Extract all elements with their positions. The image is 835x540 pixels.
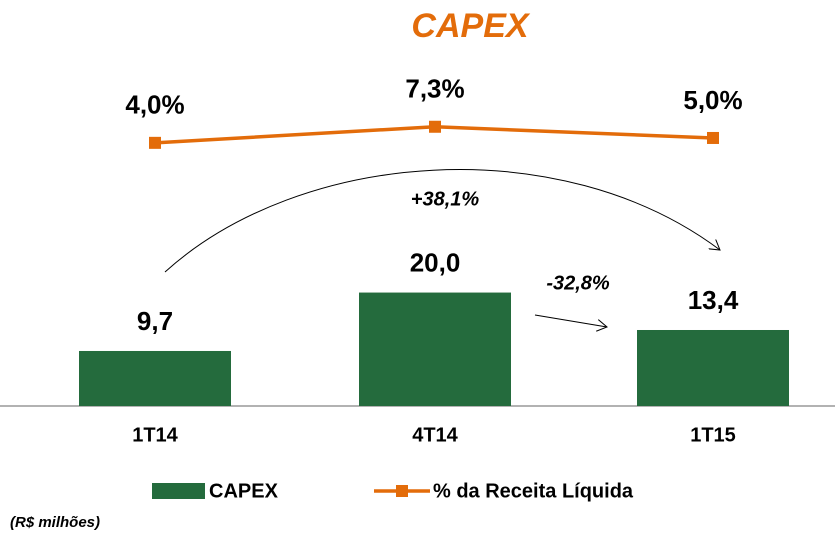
legend-swatch [152, 483, 205, 499]
data-label: 20,0 [410, 247, 461, 277]
bar [79, 350, 231, 406]
data-label: 13,4 [688, 285, 739, 315]
note: (R$ milhões) [10, 514, 100, 531]
bar [359, 292, 511, 406]
data-label: 4,0% [125, 90, 184, 120]
arrow [534, 314, 607, 327]
annotation: +38,1% [411, 188, 480, 210]
data-label: 5,0% [683, 85, 742, 115]
bar [637, 329, 789, 406]
marker [149, 136, 161, 149]
arrow [164, 169, 720, 273]
x-tick-label: 4T14 [412, 424, 458, 446]
x-tick-label: 1T14 [132, 424, 178, 446]
chart-title: CAPEX [411, 7, 530, 45]
marker [707, 131, 719, 144]
legend-label: % da Receita Líquida [433, 480, 634, 502]
legend-label: CAPEX [209, 480, 279, 502]
legend-swatch [396, 485, 408, 497]
annotation: -32,8% [546, 272, 610, 294]
x-tick-label: 1T15 [690, 424, 736, 446]
data-label: 7,3% [405, 74, 464, 104]
data-label: 9,7 [137, 306, 173, 336]
marker [429, 120, 441, 133]
